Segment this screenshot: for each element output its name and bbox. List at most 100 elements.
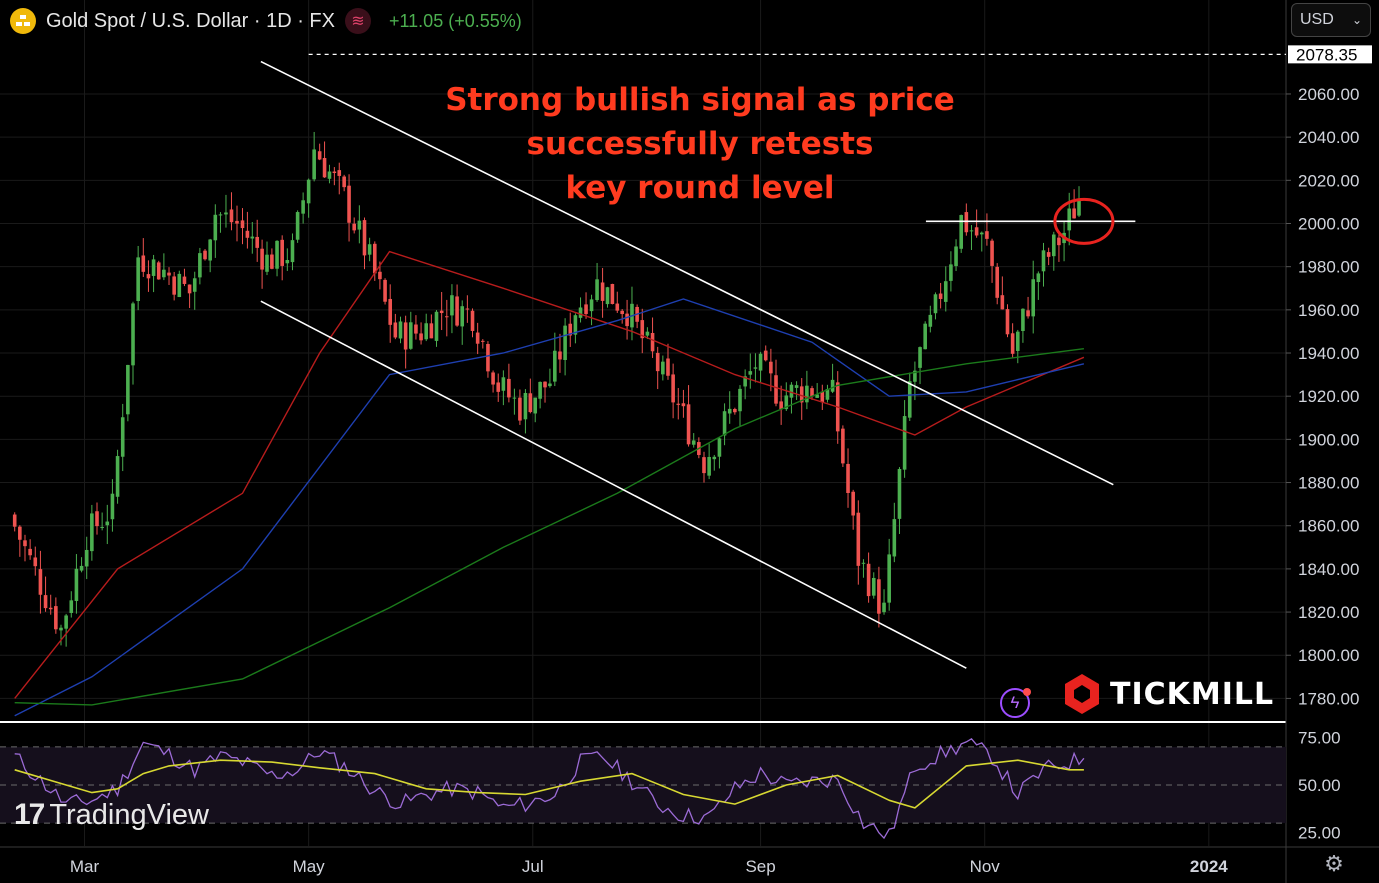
tradingview-wordmark: TradingView	[49, 798, 209, 831]
candle-body	[198, 253, 202, 278]
candle-body	[794, 385, 799, 388]
candle-body	[1010, 333, 1015, 354]
candle-body	[861, 562, 866, 564]
time-tick-label: Mar	[70, 857, 100, 876]
candle-body	[1026, 310, 1030, 317]
tickmill-wordmark: TICKMILL	[1110, 676, 1275, 712]
candle-body	[131, 303, 135, 366]
price-label-box	[1288, 45, 1372, 64]
candle-body	[393, 322, 398, 338]
tickmill-logo: TICKMILL	[1062, 672, 1274, 716]
time-tick-label: Sep	[745, 857, 775, 876]
annotation-line-1: Strong bullish signal as price	[445, 82, 955, 118]
candle-body	[126, 364, 130, 415]
candle-body	[18, 526, 22, 540]
price-tick-label: 1900.00	[1298, 430, 1359, 449]
candle-body	[655, 352, 660, 372]
candle-body	[224, 212, 228, 215]
candle-body	[1015, 331, 1020, 351]
currency-select[interactable]: USD ⌄	[1291, 3, 1371, 37]
candle-body	[985, 231, 989, 239]
notification-dot	[1023, 688, 1031, 696]
candle-body	[578, 307, 583, 318]
candle-body	[605, 287, 610, 305]
candle-body	[151, 259, 156, 276]
candle-body	[84, 549, 89, 567]
candle-body	[907, 381, 912, 418]
candle-body	[475, 332, 480, 344]
time-tick-label: 2024	[1190, 857, 1228, 876]
candle-body	[332, 171, 337, 174]
candle-body	[74, 568, 79, 602]
price-tick-label: 1920.00	[1298, 387, 1359, 406]
candle-body	[146, 274, 151, 279]
candle-body	[866, 563, 871, 597]
candle-body	[312, 149, 316, 180]
candle-body	[235, 220, 239, 224]
candle-body	[388, 298, 393, 325]
candle-body	[789, 384, 794, 398]
candle-body	[902, 416, 907, 470]
candle-body	[799, 386, 804, 403]
candle-body	[553, 350, 557, 382]
candle-body	[830, 379, 835, 392]
candle-body	[79, 565, 84, 571]
candle-body	[470, 310, 475, 331]
candle-body	[481, 340, 485, 342]
candle-body	[518, 397, 522, 421]
settings-gear-icon[interactable]: ⚙	[1324, 851, 1344, 876]
candle-body	[610, 284, 615, 304]
candle-body	[928, 314, 933, 327]
moving-average-green	[14, 348, 1084, 706]
candle-body	[424, 323, 429, 340]
lightning-icon[interactable]: ϟ	[1000, 688, 1031, 718]
candle-body	[558, 351, 562, 360]
candle-body	[208, 239, 212, 261]
candle-body	[913, 370, 917, 382]
candle-body	[625, 313, 629, 327]
candle-body	[429, 323, 434, 339]
candle-body	[877, 579, 881, 614]
candle-body	[182, 276, 187, 284]
candle-body	[887, 554, 891, 603]
candle-body	[115, 456, 120, 497]
symbol-header[interactable]: Gold Spot / U.S. Dollar · 1D · FX ≋ +11.…	[10, 6, 522, 36]
price-tick-label: 1840.00	[1298, 560, 1359, 579]
candle-body	[295, 212, 300, 240]
candle-body	[229, 209, 234, 223]
candle-body	[280, 239, 284, 266]
candle-body	[600, 282, 605, 301]
candle-body	[676, 403, 681, 405]
candle-body	[938, 293, 943, 299]
candle-body	[595, 279, 599, 301]
candle-body	[486, 343, 490, 372]
candle-body	[727, 408, 732, 414]
candle-body	[28, 548, 32, 556]
candle-body	[753, 367, 758, 369]
candle-body	[738, 388, 742, 412]
candle-body	[774, 375, 778, 404]
candle-body	[455, 296, 459, 326]
candle-body	[12, 514, 17, 527]
candle-body	[733, 408, 737, 413]
candle-body	[110, 493, 115, 520]
candle-body	[707, 456, 711, 476]
moving-average-red	[14, 250, 1085, 699]
candle-body	[367, 244, 372, 255]
candle-body	[136, 257, 140, 302]
candle-body	[141, 255, 146, 272]
candle-body	[769, 361, 773, 374]
price-tick-label: 2000.00	[1298, 214, 1359, 233]
candle-body	[54, 606, 58, 630]
indicator-icon[interactable]: ≋	[344, 8, 371, 34]
candle-body	[491, 372, 495, 385]
candle-body	[763, 350, 768, 361]
candle-body	[1000, 295, 1005, 310]
candle-body	[563, 325, 567, 360]
candle-body	[748, 371, 753, 375]
candle-body	[851, 491, 855, 516]
symbol-title: Gold Spot / U.S. Dollar · 1D · FX	[46, 9, 335, 32]
candle-body	[666, 358, 670, 376]
candle-body	[512, 397, 517, 399]
